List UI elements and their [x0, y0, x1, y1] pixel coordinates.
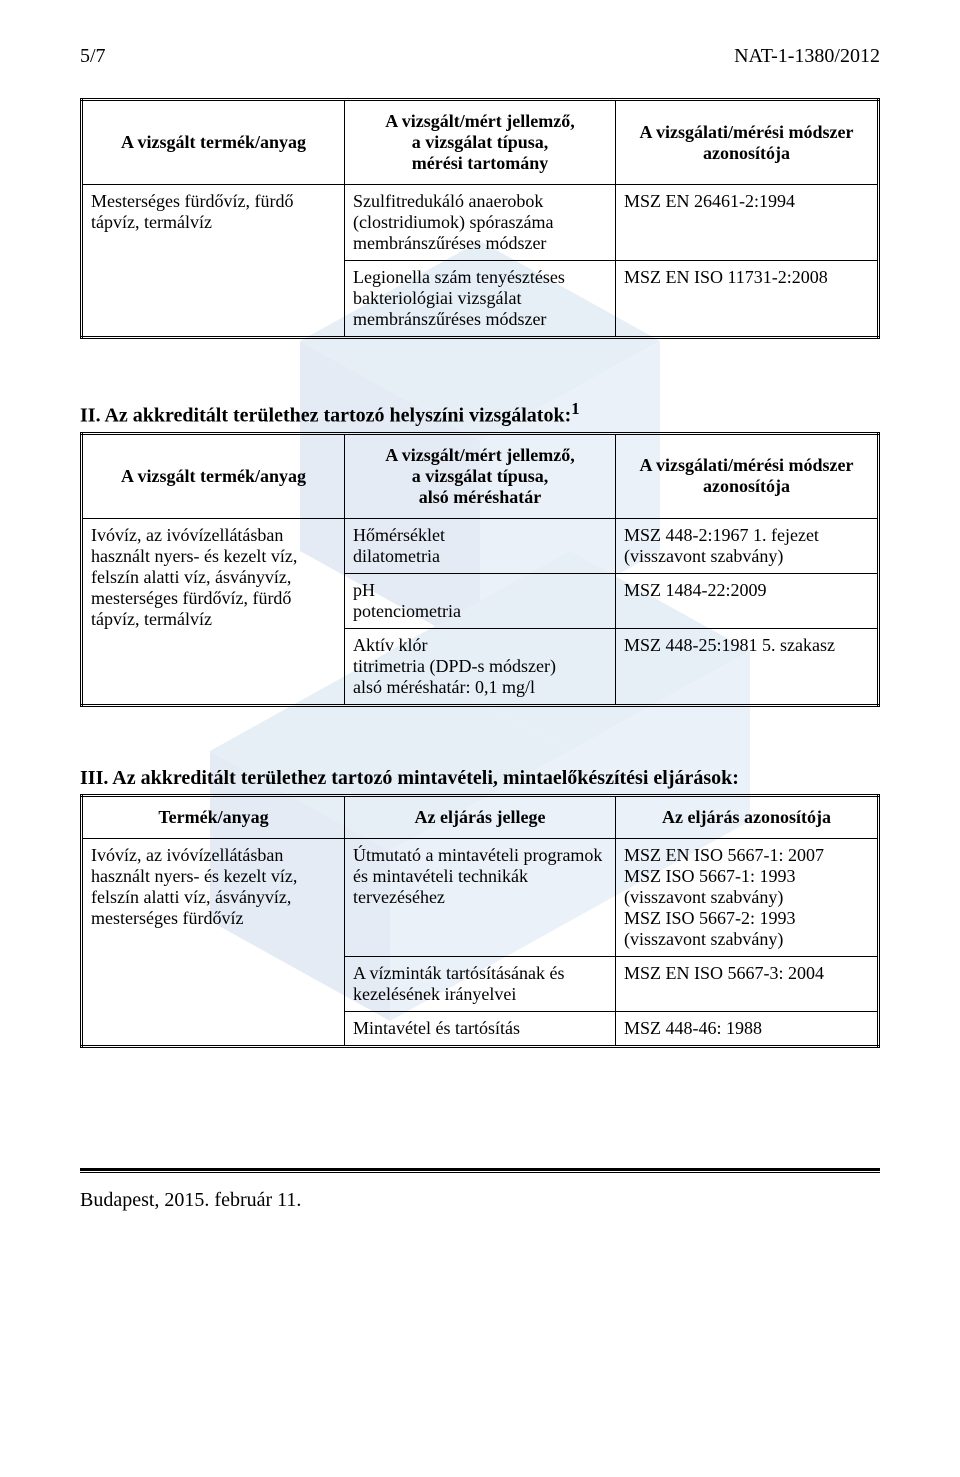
page-header: 5/7 NAT-1-1380/2012 [80, 45, 880, 68]
footer-date: Budapest, 2015. február 11. [80, 1189, 880, 1212]
table-3-r1-c1: Ivóvíz, az ivóvízellátásban használt nye… [82, 838, 345, 1046]
table-row: A vizsgált termék/anyag A vizsgált/mért … [82, 433, 879, 518]
table-3-r3-c3: MSZ 448-46: 1988 [615, 1011, 878, 1046]
section-2-title: II. Az akkreditált területhez tartozó he… [80, 399, 880, 428]
table-2-r1-c1: Ivóvíz, az ivóvízellátásban használt nye… [82, 518, 345, 705]
table-2: A vizsgált termék/anyag A vizsgált/mért … [80, 432, 880, 707]
table-2-header-c2: A vizsgált/mért jellemző, a vizsgálat tí… [345, 433, 616, 518]
table-1-r1-c2: Szulfitredukáló anaerobok (clostridiumok… [345, 185, 616, 261]
table-2-r1-c2: Hőmérséklet dilatometria [345, 518, 616, 573]
table-1-header-c2: A vizsgált/mért jellemző, a vizsgálat tí… [345, 100, 616, 185]
table-1-r1-c3: MSZ EN 26461-2:1994 [615, 185, 878, 261]
table-3-r2-c2: A vízminták tartósításának és kezeléséne… [345, 956, 616, 1011]
section-3-title: III. Az akkreditált területhez tartozó m… [80, 767, 880, 790]
table-3-header-c3: Az eljárás azonosítója [615, 795, 878, 838]
table-row: Ivóvíz, az ivóvízellátásban használt nye… [82, 518, 879, 573]
table-3-r3-c2: Mintavétel és tartósítás [345, 1011, 616, 1046]
table-2-r2-c3: MSZ 1484-22:2009 [615, 573, 878, 628]
table-row: Ivóvíz, az ivóvízellátásban használt nye… [82, 838, 879, 956]
table-3-r1-c2: Útmutató a mintavételi programok és mint… [345, 838, 616, 956]
table-1: A vizsgált termék/anyag A vizsgált/mért … [80, 98, 880, 339]
footer-divider [80, 1168, 880, 1171]
table-1-r2-c2: Legionella szám tenyésztéses bakteriológ… [345, 261, 616, 338]
table-2-r3-c2: Aktív klór titrimetria (DPD-s módszer) a… [345, 628, 616, 705]
table-1-r2-c3: MSZ EN ISO 11731-2:2008 [615, 261, 878, 338]
doc-id: NAT-1-1380/2012 [734, 45, 880, 68]
table-1-header-c1: A vizsgált termék/anyag [82, 100, 345, 185]
table-2-header-c1: A vizsgált termék/anyag [82, 433, 345, 518]
table-1-r1-c1: Mesterséges fürdővíz, fürdő tápvíz, term… [82, 185, 345, 338]
table-2-r3-c3: MSZ 448-25:1981 5. szakasz [615, 628, 878, 705]
page-number: 5/7 [80, 45, 106, 68]
table-row: A vizsgált termék/anyag A vizsgált/mért … [82, 100, 879, 185]
table-3-header-c2: Az eljárás jellege [345, 795, 616, 838]
table-3-r2-c3: MSZ EN ISO 5667-3: 2004 [615, 956, 878, 1011]
table-2-r2-c2: pH potenciometria [345, 573, 616, 628]
table-1-header-c3: A vizsgálati/mérési módszer azonosítója [615, 100, 878, 185]
table-row: Termék/anyag Az eljárás jellege Az eljár… [82, 795, 879, 838]
table-3-r1-c3: MSZ EN ISO 5667-1: 2007 MSZ ISO 5667-1: … [615, 838, 878, 956]
table-2-header-c3: A vizsgálati/mérési módszer azonosítója [615, 433, 878, 518]
table-row: Mesterséges fürdővíz, fürdő tápvíz, term… [82, 185, 879, 261]
table-3-header-c1: Termék/anyag [82, 795, 345, 838]
table-2-r1-c3: MSZ 448-2:1967 1. fejezet (visszavont sz… [615, 518, 878, 573]
section-2-sup: 1 [571, 399, 579, 418]
section-2-title-text: II. Az akkreditált területhez tartozó he… [80, 405, 571, 427]
table-3: Termék/anyag Az eljárás jellege Az eljár… [80, 794, 880, 1048]
